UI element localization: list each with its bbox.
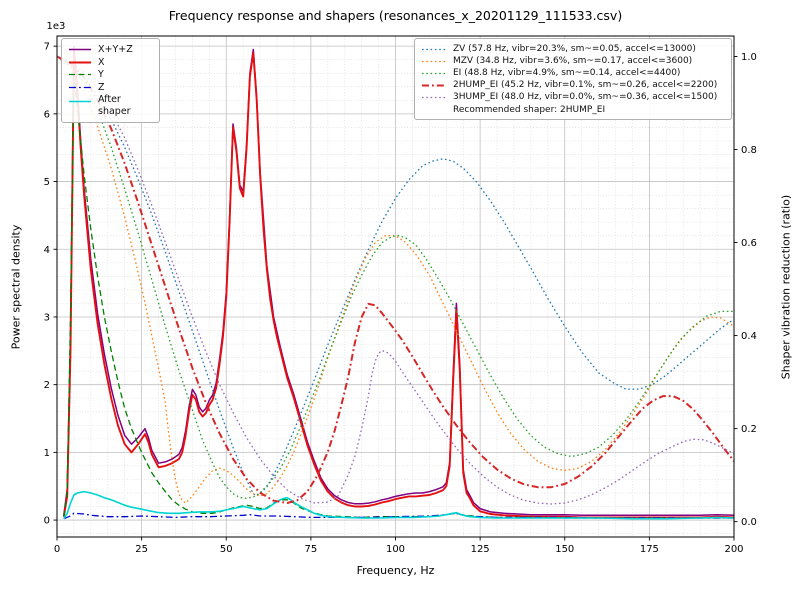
minor-grid xyxy=(57,36,734,537)
legend-label-mzv: MZV (34.8 Hz, vibr=3.6%, sm~=0.17, accel… xyxy=(453,55,693,66)
series-line-zv xyxy=(57,55,734,497)
series-line-ei xyxy=(57,55,734,500)
legend-line-glyph xyxy=(69,101,91,103)
legend-label-z: Z xyxy=(98,81,105,93)
legend-item-y: Y xyxy=(68,69,152,81)
left-y-tick-label: 5 xyxy=(44,177,50,188)
left-y-tick-label: 4 xyxy=(44,245,50,256)
psd-legend: X+Y+Z X Y Z After shaper xyxy=(61,38,160,124)
x-axis-label: Frequency, Hz xyxy=(356,564,435,577)
right-y-tick-label: 0.8 xyxy=(741,145,757,156)
legend-item-xyz: X+Y+Z xyxy=(68,44,152,56)
after-shaper-line-sample-icon xyxy=(68,97,92,106)
legend-line-glyph xyxy=(69,74,91,76)
x-tick-label: 25 xyxy=(135,544,148,555)
series-group xyxy=(57,45,734,520)
left-y-tick-label: 2 xyxy=(44,380,50,391)
legend-item-zv: ZV (57.8 Hz, vibr=20.3%, sm~=0.05, accel… xyxy=(421,44,724,55)
z-line-sample-icon xyxy=(68,83,92,92)
series-line-mzv xyxy=(57,56,734,504)
x-tick-label: 75 xyxy=(305,544,318,555)
legend-item-mzv: MZV (34.8 Hz, vibr=3.6%, sm~=0.17, accel… xyxy=(421,56,724,67)
legend-line-glyph xyxy=(422,72,446,75)
legend-line-glyph xyxy=(422,96,446,99)
legend-label-zv: ZV (57.8 Hz, vibr=20.3%, sm~=0.05, accel… xyxy=(453,44,696,54)
legend-label-2hump-ei: 2HUMP_EI (45.2 Hz, vibr=0.1%, sm~=0.26, … xyxy=(453,79,718,90)
legend-label-y: Y xyxy=(98,69,104,81)
x-tick-label: 100 xyxy=(386,544,405,555)
right-y-tick-label: 1.0 xyxy=(741,52,757,63)
x-tick-label: 125 xyxy=(471,544,490,555)
x-tick-label: 0 xyxy=(54,544,60,555)
left-y-tick-label: 6 xyxy=(44,109,50,120)
legend-line-glyph xyxy=(422,60,446,63)
left-y-tick-label: 3 xyxy=(44,312,50,323)
series-line-x xyxy=(62,51,734,519)
x-tick-label: 50 xyxy=(220,544,233,555)
legend-line-glyph xyxy=(69,61,91,64)
legend-item-z: Z xyxy=(68,82,152,94)
series-line-2hump-ei xyxy=(57,55,734,504)
legend-item-2hump-ei: 2HUMP_EI (45.2 Hz, vibr=0.1%, sm~=0.26, … xyxy=(421,80,724,91)
x-line-sample-icon xyxy=(68,58,92,67)
left-y-tick-label: 7 xyxy=(44,42,50,53)
3hump-ei-line-sample-icon xyxy=(421,93,447,102)
legend-label-3hump-ei: 3HUMP_EI (48.0 Hz, vibr=0.0%, sm~=0.36, … xyxy=(453,91,718,102)
right-y-tick-label: 0.0 xyxy=(741,517,757,528)
chart-title: Frequency response and shapers (resonanc… xyxy=(168,8,623,23)
legend-label-ei: EI (48.8 Hz, vibr=4.9%, sm~=0.14, accel<… xyxy=(453,67,681,78)
right-y-tick-label: 0.6 xyxy=(741,238,757,249)
legend-item-x: X xyxy=(68,57,152,69)
ei-line-sample-icon xyxy=(421,69,447,78)
series-line-y xyxy=(63,75,734,519)
legend-item-after-shaper: After shaper xyxy=(68,94,152,117)
left-y-tick-label: 0 xyxy=(44,516,50,527)
x-tick-label: 200 xyxy=(724,544,743,555)
zv-line-sample-icon xyxy=(421,45,447,54)
right-y-tick-label: 0.2 xyxy=(741,424,757,435)
2hump-ei-line-sample-icon xyxy=(421,81,447,90)
legend-item-3hump-ei: 3HUMP_EI (48.0 Hz, vibr=0.0%, sm~=0.36, … xyxy=(421,92,724,103)
legend-item-ei: EI (48.8 Hz, vibr=4.9%, sm~=0.14, accel<… xyxy=(421,68,724,79)
legend-line-glyph xyxy=(69,49,91,51)
left-y-tick-label: 1 xyxy=(44,448,50,459)
legend-line-glyph xyxy=(422,84,446,87)
x-tick-label: 175 xyxy=(640,544,659,555)
x-tick-label: 150 xyxy=(555,544,574,555)
legend-label-xyz: X+Y+Z xyxy=(98,44,133,55)
mzv-line-sample-icon xyxy=(421,57,447,66)
legend-label-x: X xyxy=(98,56,105,68)
right-y-tick-label: 0.4 xyxy=(741,331,757,342)
xyz-line-sample-icon xyxy=(68,45,92,54)
y-line-sample-icon xyxy=(68,70,92,79)
left-axis-offset-label: 1e3 xyxy=(47,21,66,32)
legend-line-glyph xyxy=(422,48,446,51)
series-line-after-shaper xyxy=(63,490,734,520)
legend-line-glyph xyxy=(69,86,91,89)
shaper-legend: ZV (57.8 Hz, vibr=20.3%, sm~=0.05, accel… xyxy=(414,38,732,120)
recommended-shaper-text: Recommended shaper: 2HUMP_EI xyxy=(453,104,606,115)
legend-label-after-shaper: After shaper xyxy=(98,94,131,117)
